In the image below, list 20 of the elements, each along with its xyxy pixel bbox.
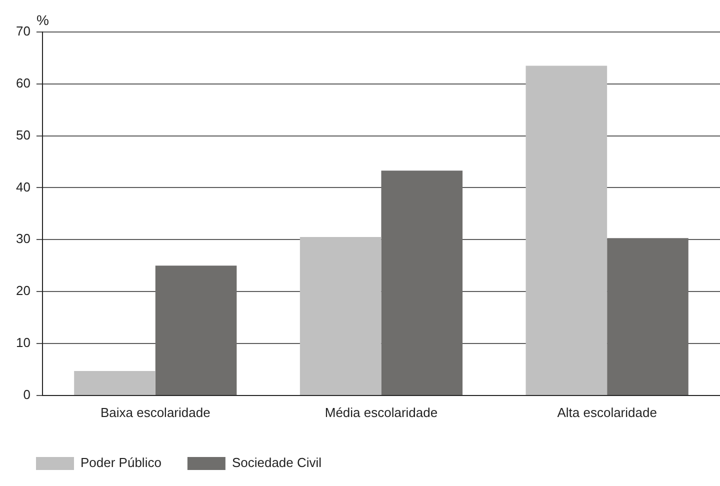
legend-label: Sociedade Civil [232,455,322,470]
x-tick-label: Baixa escolaridade [100,404,210,420]
y-tick-label: 60 [16,75,30,90]
y-tick-label: 30 [16,231,30,246]
x-tick-label: Média escolaridade [324,404,438,420]
x-tick-label: Alta escolaridade [557,404,657,420]
bar [526,66,608,395]
y-tick-label: 50 [16,127,30,142]
y-tick-label: 20 [16,283,30,298]
y-tick-label: 10 [16,335,30,350]
y-axis-title: % [36,12,49,28]
bar [381,170,463,395]
y-tick-label: 0 [23,386,30,402]
y-tick-label: 70 [16,24,30,39]
bar [607,238,688,395]
y-tick-label: 40 [16,179,30,194]
bar [74,371,156,395]
bar [300,237,382,395]
legend-label: Poder Público [80,455,162,470]
bar [155,266,237,395]
